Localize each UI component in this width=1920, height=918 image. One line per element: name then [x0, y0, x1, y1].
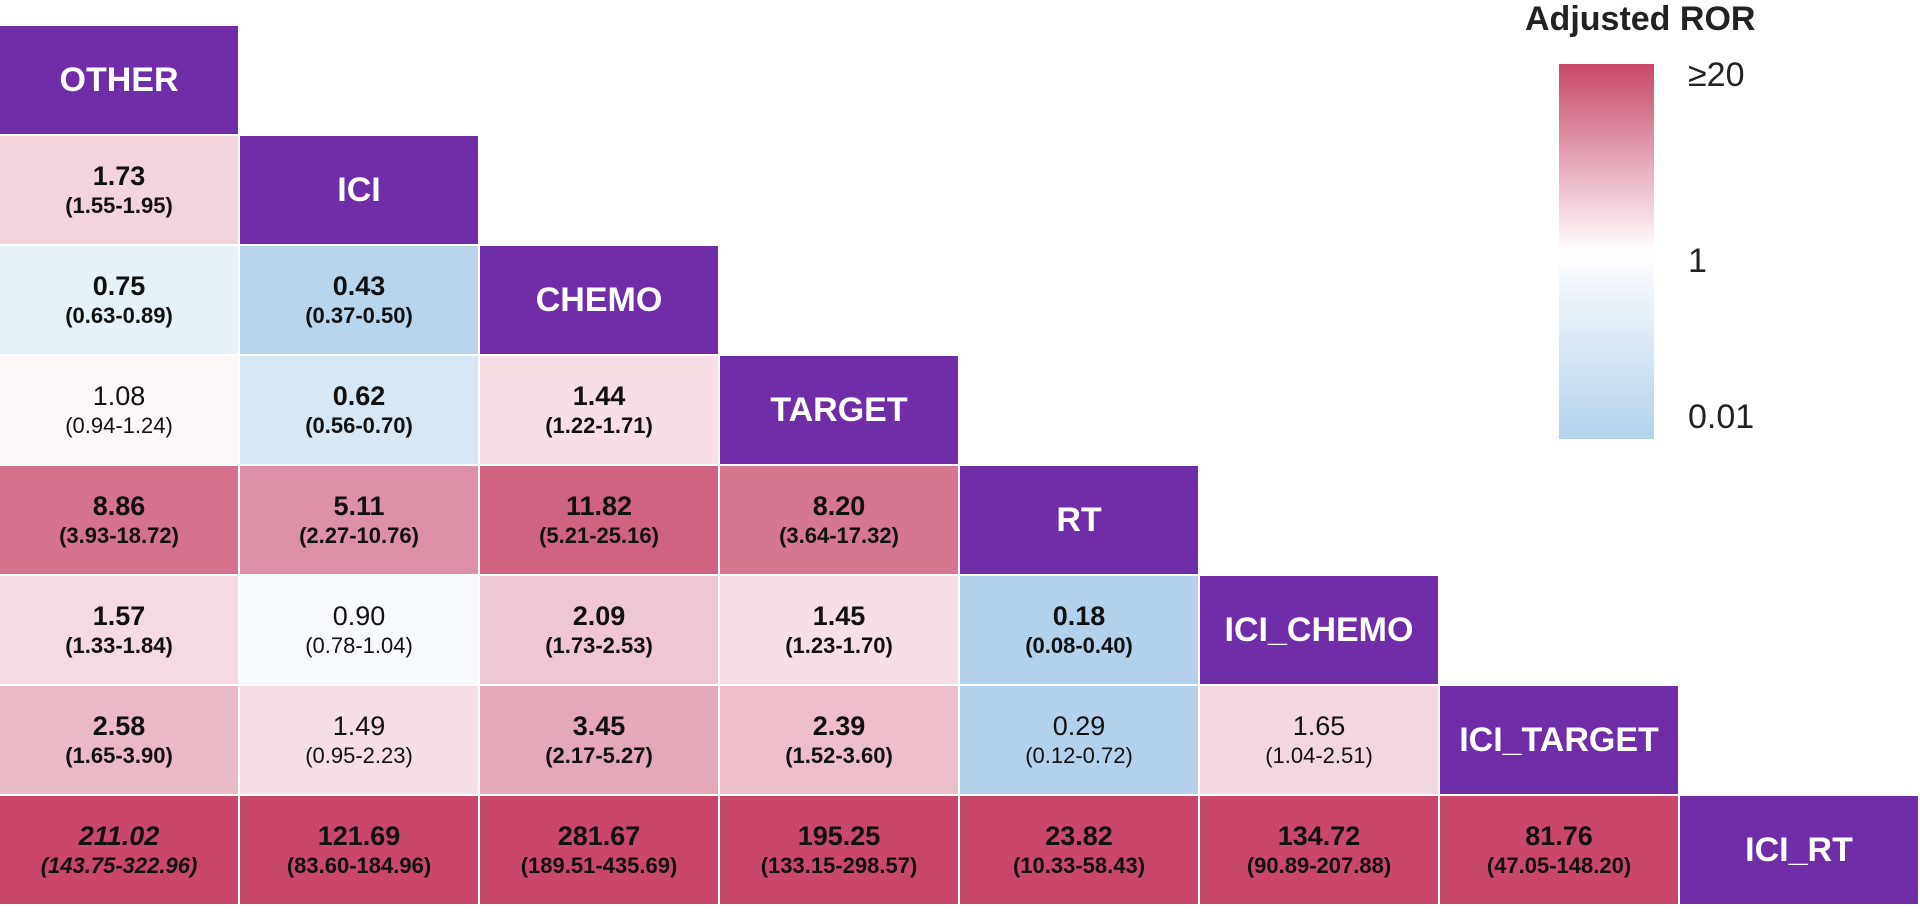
cell-ci: (1.55-1.95) — [65, 193, 173, 218]
heatmap-cell: 281.67 (189.51-435.69) — [480, 796, 720, 906]
cell-ci: (133.15-298.57) — [760, 853, 918, 878]
heatmap-cell: 81.76 (47.05-148.20) — [1440, 796, 1680, 906]
heatmap-cell: 11.82 (5.21-25.16) — [480, 466, 720, 576]
heatmap-cell: 23.82 (10.33-58.43) — [960, 796, 1200, 906]
cell-value: 2.58 — [92, 711, 146, 741]
cell-ci: (2.27-10.76) — [299, 523, 419, 548]
diagonal-label-ici-chemo: ICI_CHEMO — [1200, 576, 1440, 686]
cell-ci: (189.51-435.69) — [520, 853, 678, 878]
heatmap-cell: 0.90 (0.78-1.04) — [240, 576, 480, 686]
heatmap-cell: 1.44 (1.22-1.71) — [480, 356, 720, 466]
heatmap-cell: 5.11 (2.27-10.76) — [240, 466, 480, 576]
legend-tick-low: 0.01 — [1688, 398, 1755, 436]
cell-ci: (83.60-184.96) — [286, 853, 432, 878]
cell-ci: (1.65-3.90) — [65, 743, 173, 768]
heatmap-cell: 0.62 (0.56-0.70) — [240, 356, 480, 466]
legend-tick-high: ≥20 — [1688, 56, 1745, 94]
cell-ci: (0.94-1.24) — [65, 413, 173, 438]
diagonal-label-ici-target: ICI_TARGET — [1440, 686, 1680, 796]
cell-value: 0.90 — [332, 601, 386, 631]
heatmap-cell: 1.57 (1.33-1.84) — [0, 576, 240, 686]
heatmap-cell: 211.02 (143.75-322.96) — [0, 796, 240, 906]
heatmap-cell: 134.72 (90.89-207.88) — [1200, 796, 1440, 906]
diagonal-label-rt: RT — [960, 466, 1200, 576]
cell-value: 0.75 — [92, 271, 146, 301]
cell-value: 23.82 — [1045, 821, 1113, 851]
cell-ci: (10.33-58.43) — [1012, 853, 1146, 878]
heatmap-cell: 2.58 (1.65-3.90) — [0, 686, 240, 796]
heatmap-cell: 8.86 (3.93-18.72) — [0, 466, 240, 576]
cell-ci: (0.12-0.72) — [1025, 743, 1133, 768]
heatmap-cell: 121.69 (83.60-184.96) — [240, 796, 480, 906]
cell-ci: (3.93-18.72) — [59, 523, 179, 548]
cell-value: 5.11 — [333, 491, 385, 521]
cell-value: 1.08 — [92, 381, 146, 411]
cell-value: 211.02 — [78, 821, 160, 851]
legend-title: Adjusted ROR — [1525, 0, 1756, 38]
cell-value: 1.49 — [332, 711, 386, 741]
cell-value: 0.29 — [1052, 711, 1106, 741]
cell-ci: (2.17-5.27) — [545, 743, 653, 768]
cell-value: 1.45 — [812, 601, 866, 631]
heatmap-cell: 1.73 (1.55-1.95) — [0, 136, 240, 246]
cell-ci: (143.75-322.96) — [40, 853, 198, 878]
cell-ci: (1.04-2.51) — [1265, 743, 1373, 768]
cell-value: 2.09 — [572, 601, 626, 631]
cell-ci: (0.78-1.04) — [305, 633, 413, 658]
legend-color-bar — [1559, 64, 1654, 439]
heatmap-cell: 1.45 (1.23-1.70) — [720, 576, 960, 686]
cell-ci: (1.33-1.84) — [65, 633, 173, 658]
diagonal-label-ici-rt: ICI_RT — [1680, 796, 1920, 906]
cell-value: 3.45 — [572, 711, 626, 741]
cell-ci: (0.63-0.89) — [65, 303, 173, 328]
heatmap-cell: 0.75 (0.63-0.89) — [0, 246, 240, 356]
heatmap-cell: 0.43 (0.37-0.50) — [240, 246, 480, 356]
diagonal-label-other: OTHER — [0, 26, 240, 136]
cell-ci: (5.21-25.16) — [539, 523, 659, 548]
cell-ci: (47.05-148.20) — [1486, 853, 1632, 878]
cell-value: 8.20 — [812, 491, 866, 521]
heatmap-cell: 1.08 (0.94-1.24) — [0, 356, 240, 466]
cell-ci: (1.22-1.71) — [545, 413, 653, 438]
cell-value: 1.65 — [1292, 711, 1346, 741]
legend-tick-mid: 1 — [1688, 242, 1707, 280]
diagonal-label-chemo: CHEMO — [480, 246, 720, 356]
heatmap-cell: 2.09 (1.73-2.53) — [480, 576, 720, 686]
cell-ci: (1.23-1.70) — [785, 633, 893, 658]
heatmap-cell: 8.20 (3.64-17.32) — [720, 466, 960, 576]
cell-value: 2.39 — [812, 711, 866, 741]
cell-ci: (3.64-17.32) — [779, 523, 899, 548]
cell-value: 134.72 — [1277, 821, 1361, 851]
cell-ci: (0.08-0.40) — [1025, 633, 1133, 658]
heatmap-cell: 1.49 (0.95-2.23) — [240, 686, 480, 796]
cell-value: 1.44 — [572, 381, 626, 411]
cell-value: 0.43 — [332, 271, 386, 301]
cell-value: 0.62 — [332, 381, 386, 411]
cell-value: 1.57 — [92, 601, 146, 631]
heatmap-cell: 2.39 (1.52-3.60) — [720, 686, 960, 796]
cell-ci: (0.56-0.70) — [305, 413, 413, 438]
cell-value: 11.82 — [565, 491, 633, 521]
diagonal-label-ici: ICI — [240, 136, 480, 246]
cell-value: 8.86 — [92, 491, 146, 521]
cell-value: 195.25 — [797, 821, 881, 851]
heatmap-cell: 3.45 (2.17-5.27) — [480, 686, 720, 796]
cell-ci: (90.89-207.88) — [1246, 853, 1392, 878]
cell-value: 1.73 — [92, 161, 146, 191]
heatmap-cell: 195.25 (133.15-298.57) — [720, 796, 960, 906]
heatmap-cell: 0.29 (0.12-0.72) — [960, 686, 1200, 796]
cell-ci: (0.37-0.50) — [305, 303, 413, 328]
cell-value: 121.69 — [317, 821, 401, 851]
heatmap-cell: 0.18 (0.08-0.40) — [960, 576, 1200, 686]
diagonal-label-target: TARGET — [720, 356, 960, 466]
cell-ci: (1.73-2.53) — [545, 633, 653, 658]
cell-ci: (0.95-2.23) — [305, 743, 413, 768]
cell-ci: (1.52-3.60) — [785, 743, 893, 768]
cell-value: 81.76 — [1525, 821, 1593, 851]
cell-value: 281.67 — [557, 821, 641, 851]
heatmap-cell: 1.65 (1.04-2.51) — [1200, 686, 1440, 796]
cell-value: 0.18 — [1052, 601, 1106, 631]
